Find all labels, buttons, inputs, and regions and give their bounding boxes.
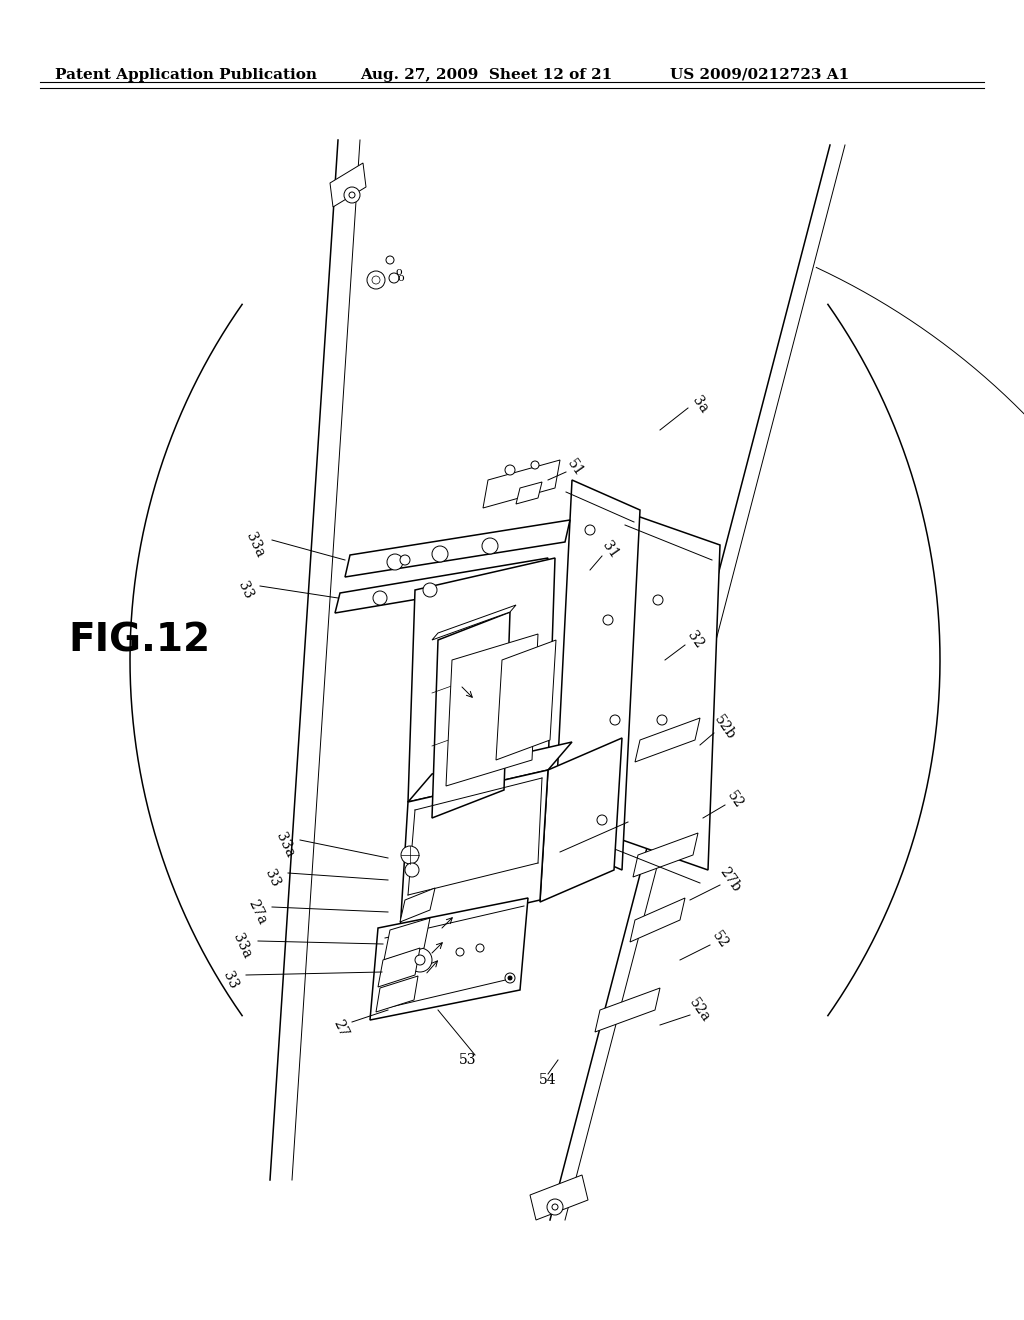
Polygon shape: [376, 975, 418, 1012]
Circle shape: [349, 191, 355, 198]
Text: FIG.12: FIG.12: [68, 620, 210, 659]
Polygon shape: [633, 833, 698, 876]
Text: 31: 31: [599, 539, 621, 561]
Circle shape: [372, 276, 380, 284]
Circle shape: [603, 615, 613, 624]
Polygon shape: [432, 605, 516, 640]
Text: 33: 33: [262, 867, 282, 888]
Polygon shape: [370, 898, 528, 1020]
Polygon shape: [408, 742, 572, 803]
Circle shape: [531, 461, 539, 469]
Circle shape: [423, 583, 437, 597]
Text: Patent Application Publication: Patent Application Publication: [55, 69, 317, 82]
Polygon shape: [530, 1175, 588, 1220]
Text: US 2009/0212723 A1: US 2009/0212723 A1: [670, 69, 849, 82]
Circle shape: [386, 256, 394, 264]
Polygon shape: [635, 718, 700, 762]
Polygon shape: [483, 459, 560, 508]
Circle shape: [432, 546, 449, 562]
Polygon shape: [630, 898, 685, 942]
Text: 3a: 3a: [689, 393, 711, 416]
Text: 52: 52: [710, 929, 731, 952]
Text: 32: 32: [684, 628, 706, 651]
Circle shape: [505, 973, 515, 983]
Text: o: o: [396, 267, 402, 277]
Polygon shape: [540, 738, 622, 902]
Polygon shape: [516, 482, 542, 504]
Circle shape: [585, 525, 595, 535]
Circle shape: [389, 273, 399, 282]
Text: 33a: 33a: [273, 830, 297, 859]
Circle shape: [657, 715, 667, 725]
Circle shape: [552, 1204, 558, 1210]
Polygon shape: [446, 634, 538, 785]
Polygon shape: [335, 558, 548, 612]
Polygon shape: [400, 770, 548, 932]
Circle shape: [344, 187, 360, 203]
Text: 51: 51: [564, 457, 586, 479]
Text: 54: 54: [540, 1073, 557, 1086]
Circle shape: [373, 591, 387, 605]
Text: 27: 27: [330, 1016, 350, 1039]
Circle shape: [401, 846, 419, 865]
Text: 27a: 27a: [245, 898, 269, 927]
Polygon shape: [595, 987, 660, 1032]
Text: Aug. 27, 2009  Sheet 12 of 21: Aug. 27, 2009 Sheet 12 of 21: [360, 69, 612, 82]
Polygon shape: [408, 558, 555, 803]
Polygon shape: [400, 888, 435, 921]
Polygon shape: [432, 612, 510, 818]
Circle shape: [367, 271, 385, 289]
Circle shape: [505, 465, 515, 475]
Text: 52: 52: [724, 789, 745, 812]
Circle shape: [653, 595, 663, 605]
Polygon shape: [378, 948, 420, 987]
Circle shape: [387, 554, 403, 570]
Polygon shape: [345, 520, 570, 577]
Circle shape: [597, 814, 607, 825]
Polygon shape: [384, 917, 430, 960]
Circle shape: [406, 863, 419, 876]
Circle shape: [408, 948, 432, 972]
Polygon shape: [330, 162, 366, 207]
Polygon shape: [554, 480, 640, 870]
Circle shape: [610, 715, 620, 725]
Text: 52a: 52a: [687, 995, 713, 1024]
Circle shape: [482, 539, 498, 554]
Text: 33: 33: [220, 969, 240, 991]
Text: 33a: 33a: [243, 531, 267, 560]
Text: 27b: 27b: [717, 865, 743, 895]
Text: 33: 33: [234, 579, 255, 601]
Circle shape: [400, 554, 410, 565]
Polygon shape: [496, 640, 556, 760]
Text: 53: 53: [459, 1053, 477, 1067]
Text: 52b: 52b: [712, 713, 738, 743]
Text: o: o: [398, 273, 404, 282]
Circle shape: [456, 948, 464, 956]
Polygon shape: [608, 510, 720, 870]
Circle shape: [547, 1199, 563, 1214]
Circle shape: [508, 975, 512, 979]
Text: 33a: 33a: [230, 932, 254, 961]
Circle shape: [476, 944, 484, 952]
Circle shape: [415, 954, 425, 965]
